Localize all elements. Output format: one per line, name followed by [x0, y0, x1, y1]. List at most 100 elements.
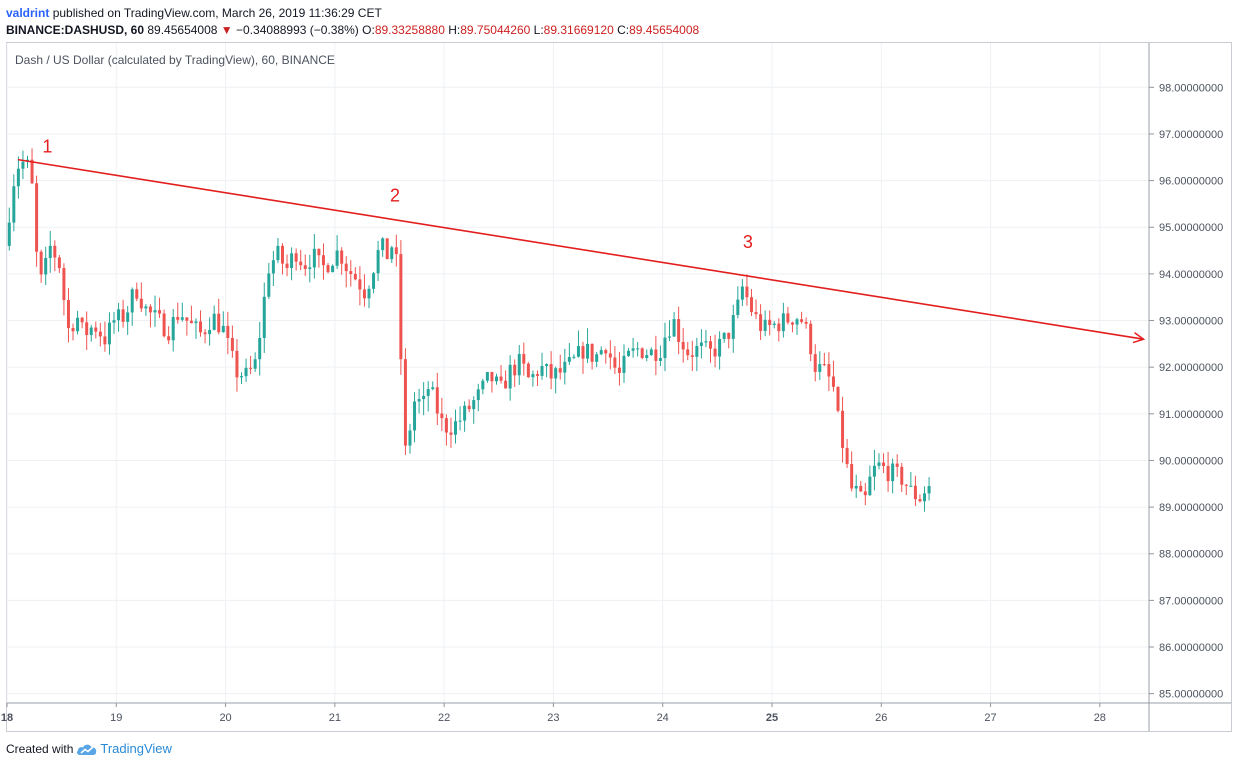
candle-body — [476, 389, 480, 401]
candle-body — [663, 337, 667, 359]
candle-body — [217, 313, 221, 333]
candle-body — [786, 313, 790, 323]
candle-body — [658, 358, 662, 361]
candle-body — [262, 296, 266, 338]
candle-body — [413, 401, 417, 431]
candle-body — [649, 349, 653, 356]
price-tick-label: 98.00000000 — [1159, 82, 1223, 94]
price-tick-label: 96.00000000 — [1159, 176, 1223, 188]
candle-body — [672, 319, 676, 337]
candle-body — [882, 462, 886, 466]
candle-body — [171, 317, 175, 341]
candle-body — [107, 322, 111, 345]
candle-body — [872, 465, 876, 477]
price-tick-label: 95.00000000 — [1159, 222, 1223, 234]
chart-title: Dash / US Dollar (calculated by TradingV… — [15, 53, 335, 67]
ohlc-open-value: 89.33258880 — [374, 23, 445, 37]
candle-body — [754, 312, 758, 315]
price-tick-label: 92.00000000 — [1159, 362, 1223, 374]
candle-body — [62, 268, 66, 301]
candle-body — [699, 342, 703, 347]
candle-body — [772, 323, 776, 325]
candle-body — [381, 238, 385, 251]
candle-body — [294, 253, 298, 262]
ohlc-close-value: 89.45654008 — [629, 23, 700, 37]
candle-body — [531, 374, 535, 378]
candle-body — [535, 374, 539, 376]
candle-body — [576, 346, 580, 357]
candle-body — [240, 376, 244, 378]
ohlc-open-label: O: — [362, 23, 375, 37]
candle-body — [909, 485, 913, 487]
candle-body — [121, 309, 125, 322]
price-chart[interactable]: 85.00000000 86.00000000 87.00000000 88.0000… — [0, 0, 1238, 740]
candle-body — [554, 368, 558, 379]
candle-body — [180, 317, 184, 320]
candle-body — [267, 273, 271, 297]
candle-body — [344, 263, 348, 272]
candle-body — [271, 260, 275, 274]
candle-body — [98, 331, 102, 337]
candle-body — [153, 310, 157, 313]
candle-body — [417, 399, 421, 402]
candle-body — [854, 485, 858, 489]
candle-body — [654, 349, 658, 361]
candle-body — [431, 387, 435, 390]
candle-body — [394, 247, 398, 255]
candle-body — [590, 343, 594, 362]
candle-body — [895, 463, 899, 467]
candle-body — [458, 420, 462, 422]
candle-body — [158, 310, 162, 314]
candle-body — [385, 238, 389, 260]
candle-body — [422, 395, 426, 400]
candle-body — [781, 313, 785, 332]
ohlc-low-label: L: — [533, 23, 544, 37]
candle-body — [376, 250, 380, 274]
candle-body — [617, 367, 621, 373]
time-tick-label: 27 — [984, 712, 996, 724]
candle-body — [923, 493, 927, 502]
candle-body — [558, 368, 562, 373]
candle-body — [167, 336, 171, 341]
candle-body — [16, 168, 20, 187]
candle-body — [372, 273, 376, 289]
tradingview-logo[interactable]: TradingView — [76, 741, 172, 756]
candle-body — [713, 348, 717, 357]
price-tick-label: 90.00000000 — [1159, 455, 1223, 467]
candle-body — [226, 325, 230, 339]
candle-body — [622, 355, 626, 373]
ohlc-high-label: H: — [448, 23, 461, 37]
candle-body — [189, 320, 193, 324]
candle-body — [39, 251, 43, 275]
price-tick-label: 89.00000000 — [1159, 502, 1223, 514]
candle-body — [745, 286, 749, 298]
candle-body — [709, 341, 713, 349]
candle-body — [522, 354, 526, 364]
candle-body — [631, 348, 635, 351]
candle-body — [80, 317, 84, 323]
candle-body — [308, 267, 312, 269]
candle-body — [367, 288, 371, 299]
candle-body — [117, 309, 121, 321]
candle-body — [130, 289, 134, 313]
candle-body — [208, 329, 212, 335]
published-text: published on TradingView.com, March 26, … — [52, 6, 382, 20]
candle-body — [349, 271, 353, 274]
candle-body — [135, 289, 139, 299]
candle-body — [85, 322, 89, 335]
candles-group — [7, 148, 931, 512]
candle-body — [681, 341, 685, 350]
candle-body — [444, 418, 448, 433]
candle-body — [749, 297, 753, 313]
brand-name: TradingView — [100, 741, 172, 756]
candle-body — [822, 364, 826, 366]
candle-body — [66, 300, 70, 329]
ohlc-close-label: C: — [617, 23, 630, 37]
candle-body — [736, 299, 740, 316]
candle-body — [481, 380, 485, 390]
author-link[interactable]: valdrint — [6, 6, 50, 20]
candle-body — [71, 328, 75, 332]
candle-body — [677, 319, 681, 342]
candle-body — [299, 261, 303, 266]
candle-body — [235, 350, 239, 378]
